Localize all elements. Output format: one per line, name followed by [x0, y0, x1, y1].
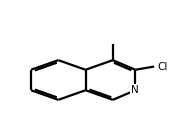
Text: Cl: Cl: [157, 62, 167, 72]
Text: N: N: [131, 85, 139, 95]
